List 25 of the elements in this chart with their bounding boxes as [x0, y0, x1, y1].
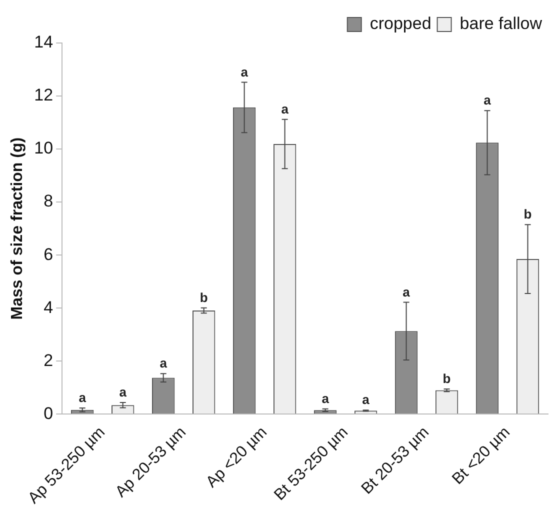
- data-label: a: [484, 92, 492, 108]
- y-tick-label: 6: [44, 244, 54, 264]
- data-label: a: [281, 101, 290, 116]
- data-label: a: [240, 64, 249, 80]
- legend-label: bare fallow: [460, 14, 543, 34]
- y-tick-label: 2: [44, 350, 54, 370]
- y-axis-title: Mass of size fraction (g): [9, 137, 26, 320]
- data-label: a: [322, 390, 330, 406]
- data-label: b: [200, 290, 208, 305]
- data-label: a: [160, 356, 168, 371]
- y-tick-label: 4: [44, 298, 54, 317]
- legend-label: cropped: [370, 14, 432, 34]
- y-tick-label: 12: [34, 86, 54, 105]
- y-tick-label: 10: [34, 138, 54, 158]
- y-tick-label: 14: [34, 32, 54, 52]
- data-label: a: [362, 392, 370, 408]
- data-label: b: [524, 206, 532, 222]
- y-tick-label: 8: [44, 192, 54, 211]
- data-label: a: [78, 390, 87, 406]
- data-label: b: [442, 371, 451, 386]
- x-tick-label: Bt <20 µm: [449, 424, 514, 488]
- x-tick-label: Ap <20 µm: [203, 424, 271, 492]
- data-label: a: [119, 384, 128, 400]
- data-label: a: [402, 284, 411, 300]
- y-tick-label: 0: [44, 404, 54, 423]
